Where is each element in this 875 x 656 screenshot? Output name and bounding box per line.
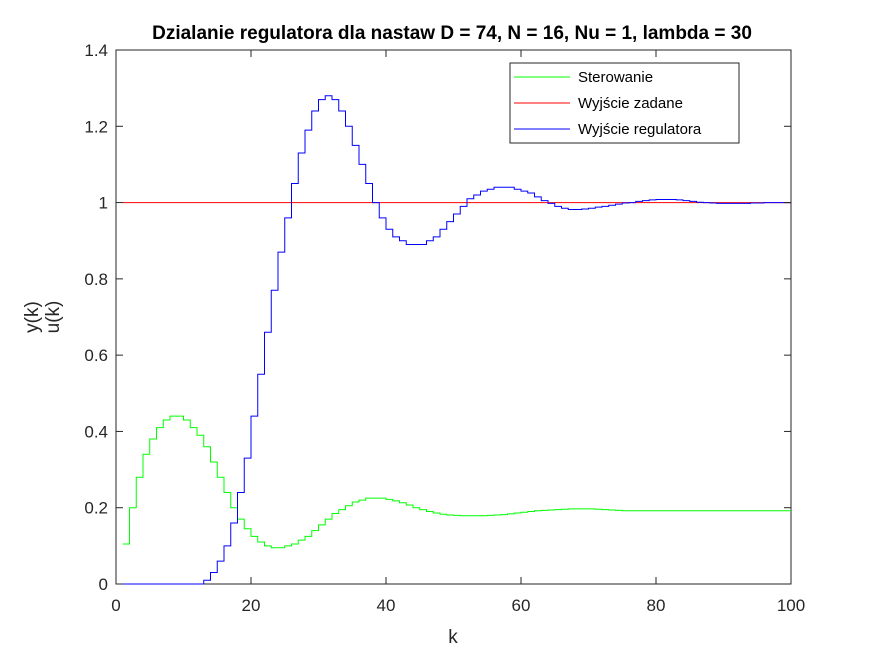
series-line-3 (122, 95, 791, 585)
y-tick-label: 1.2 (84, 117, 108, 136)
legend-label-3: Wyjście regulatora (578, 121, 702, 138)
x-tick-label: 80 (647, 596, 666, 615)
ticks-layer: 0 20 40 60 80 100 0 0.2 0.4 0.6 0.8 1 1.2 1.4 (84, 41, 805, 615)
series-line-1 (122, 415, 791, 549)
legend-label-2: Wyjście zadane (578, 95, 683, 112)
x-tick-label: 60 (512, 596, 531, 615)
y-tick-label: 0.2 (84, 499, 108, 518)
y-tick-label: 1.4 (84, 41, 108, 60)
x-tick-label: 100 (777, 596, 805, 615)
y-tick-label: 0.6 (84, 346, 108, 365)
x-tick-label: 40 (377, 596, 396, 615)
series-layer (122, 95, 791, 585)
y-axis-label-line-1: y(k) (22, 301, 43, 333)
y-tick-label: 1 (99, 194, 108, 213)
x-tick-label: 20 (242, 596, 261, 615)
y-tick-label: 0.4 (84, 422, 108, 441)
legend-label-1: Sterowanie (578, 69, 653, 86)
x-axis-label: k (448, 627, 458, 648)
x-tick-label: 0 (111, 596, 120, 615)
chart-title: Dzialanie regulatora dla nastaw D = 74, … (152, 23, 752, 44)
y-axis-label-line-2: u(k) (43, 301, 64, 334)
y-tick-label: 0 (99, 575, 108, 594)
y-tick-label: 0.8 (84, 270, 108, 289)
legend: Sterowanie Wyjście zadane Wyjście regulato… (509, 62, 740, 144)
